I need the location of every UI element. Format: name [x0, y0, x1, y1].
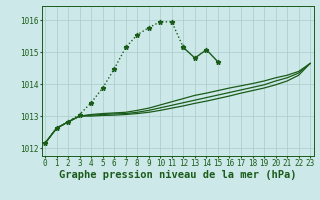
X-axis label: Graphe pression niveau de la mer (hPa): Graphe pression niveau de la mer (hPa)	[59, 170, 296, 180]
